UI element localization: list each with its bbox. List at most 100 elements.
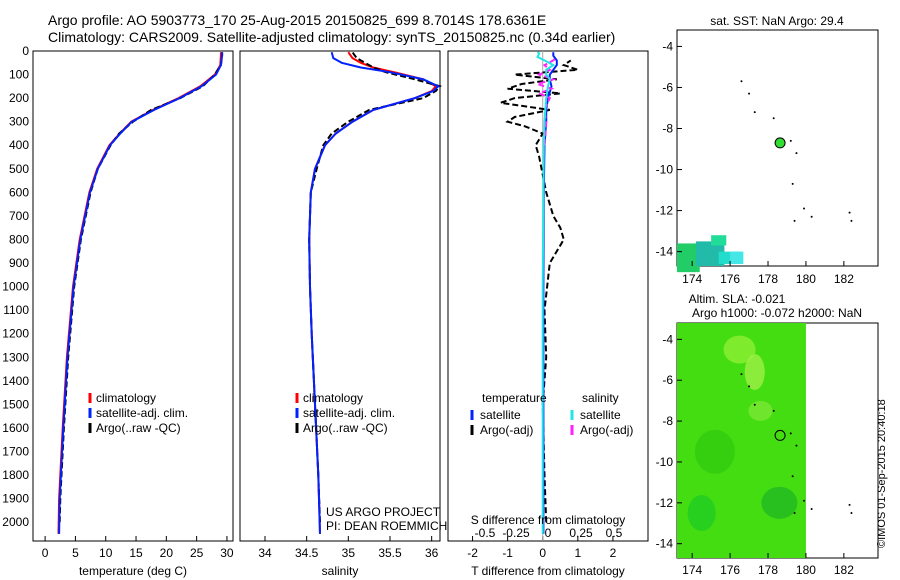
legend-label: Argo(-adj)	[480, 423, 533, 437]
map-x-tick-label: 176	[720, 272, 740, 286]
x-tick-label: 15	[129, 546, 143, 560]
x-tick-label: 34.5	[295, 546, 319, 560]
legend-label: temperature	[482, 391, 547, 405]
map-y-tick-label: -12	[656, 204, 674, 218]
sla-anomaly-blob	[744, 354, 765, 391]
sla-map-title-1: Altim. SLA: -0.021	[689, 292, 786, 306]
credit-line-1: US ARGO PROJECT	[326, 505, 441, 519]
series-satellite-adj	[308, 51, 441, 534]
map-x-tick-label: 182	[834, 272, 854, 286]
sla-anomaly-blob	[694, 429, 735, 474]
x-tick-label: 35.5	[378, 546, 402, 560]
x-tick-label: 36	[425, 546, 439, 560]
top-x-tick-label: 0.25	[569, 526, 593, 540]
island-marker	[753, 111, 756, 114]
legend-label: satellite-adj. clim.	[303, 406, 395, 420]
x-axis-label: temperature (deg C)	[79, 564, 187, 578]
legend-label: salinity	[582, 391, 619, 405]
depth-tick-label: 400	[9, 138, 29, 152]
island-marker	[848, 503, 851, 506]
sst-data-patch	[711, 235, 727, 246]
x-tick-label: 10	[99, 546, 113, 560]
map-y-tick-label: -12	[656, 496, 674, 510]
island-marker	[791, 475, 794, 478]
island-marker	[772, 117, 775, 120]
map-y-tick-label: -10	[656, 163, 674, 177]
map-y-tick-label: -6	[662, 373, 673, 387]
map-x-tick-label: 178	[758, 563, 778, 577]
depth-tick-label: 1100	[3, 303, 29, 317]
sst-data-patch	[677, 243, 700, 273]
depth-tick-label: 1200	[2, 327, 29, 341]
map-y-tick-label: -8	[662, 414, 673, 428]
depth-tick-label: 100	[9, 68, 29, 82]
x-axis-label: T difference from climatology	[471, 564, 625, 578]
series-temp-argo	[500, 59, 579, 523]
map-x-tick-label: 180	[796, 563, 816, 577]
legend-label: satellite	[580, 408, 621, 422]
depth-tick-label: 300	[9, 115, 29, 129]
sla-anomaly-blob	[748, 400, 773, 421]
island-marker	[772, 409, 775, 412]
island-marker	[748, 92, 751, 95]
map-x-tick-label: 180	[796, 272, 816, 286]
sla-map-title-2: Argo h1000: -0.072 h2000: NaN	[692, 306, 862, 320]
top-x-axis-label: S difference from climatology	[471, 513, 626, 527]
x-tick-label: 34	[258, 546, 272, 560]
island-marker	[795, 444, 798, 447]
island-marker	[789, 139, 792, 142]
island-marker	[748, 385, 751, 388]
x-tick-label: -1	[502, 546, 513, 560]
top-x-tick-label: 0.5	[606, 526, 623, 540]
legend-label: satellite-adj. clim.	[96, 406, 188, 420]
series-satellite-adj	[58, 52, 224, 534]
depth-tick-label: 2000	[2, 515, 29, 529]
map-y-tick-label: -4	[662, 39, 673, 53]
island-marker	[789, 432, 792, 435]
map-y-tick-label: -8	[662, 122, 673, 136]
depth-tick-label: 700	[9, 209, 29, 223]
island-marker	[795, 152, 798, 155]
map-x-tick-label: 176	[720, 563, 740, 577]
x-tick-label: 0	[539, 546, 546, 560]
argo-location-marker	[774, 429, 786, 441]
map-y-tick-label: -10	[656, 455, 674, 469]
island-marker	[740, 373, 743, 376]
legend-label: climatology	[96, 391, 156, 405]
plot-title-line-1: Argo profile: AO 5903773_170 25-Aug-2015…	[48, 12, 547, 28]
sla-anomaly-blob	[723, 335, 756, 364]
profile-panel-2	[239, 50, 441, 542]
legend-label: Argo(..raw -QC)	[96, 421, 181, 435]
depth-tick-label: 200	[9, 91, 29, 105]
legend-label: Argo(-adj)	[580, 423, 633, 437]
legend-label: climatology	[303, 391, 363, 405]
profile-panel-3	[447, 50, 649, 542]
map-y-tick-label: -6	[662, 80, 673, 94]
island-marker	[848, 211, 851, 214]
island-marker	[810, 215, 813, 218]
x-tick-label: 0	[42, 546, 49, 560]
x-tick-label: 30	[220, 546, 234, 560]
x-tick-label: 1	[574, 546, 581, 560]
map-x-tick-label: 174	[682, 272, 702, 286]
map-y-tick-label: -4	[662, 332, 673, 346]
sla-anomaly-blob	[761, 486, 798, 519]
depth-tick-label: 600	[9, 185, 29, 199]
depth-tick-label: 1000	[2, 280, 29, 294]
x-tick-label: 2	[610, 546, 617, 560]
island-marker	[803, 207, 806, 210]
profile-panel-1	[32, 50, 234, 542]
island-marker	[793, 512, 796, 515]
depth-tick-label: 900	[9, 256, 29, 270]
depth-tick-label: 1600	[2, 421, 29, 435]
island-marker	[810, 507, 813, 510]
depth-tick-label: 1300	[2, 350, 29, 364]
depth-tick-label: 1400	[2, 374, 29, 388]
series-sal-argo	[534, 56, 558, 146]
plot-title-line-2: Climatology: CARS2009. Satellite-adjuste…	[48, 29, 616, 45]
sst-data-patch	[730, 251, 744, 264]
island-marker	[793, 219, 796, 222]
island-marker	[740, 80, 743, 83]
sst-map-title: sat. SST: NaN Argo: 29.4	[710, 14, 844, 28]
map-x-tick-label: 178	[758, 272, 778, 286]
